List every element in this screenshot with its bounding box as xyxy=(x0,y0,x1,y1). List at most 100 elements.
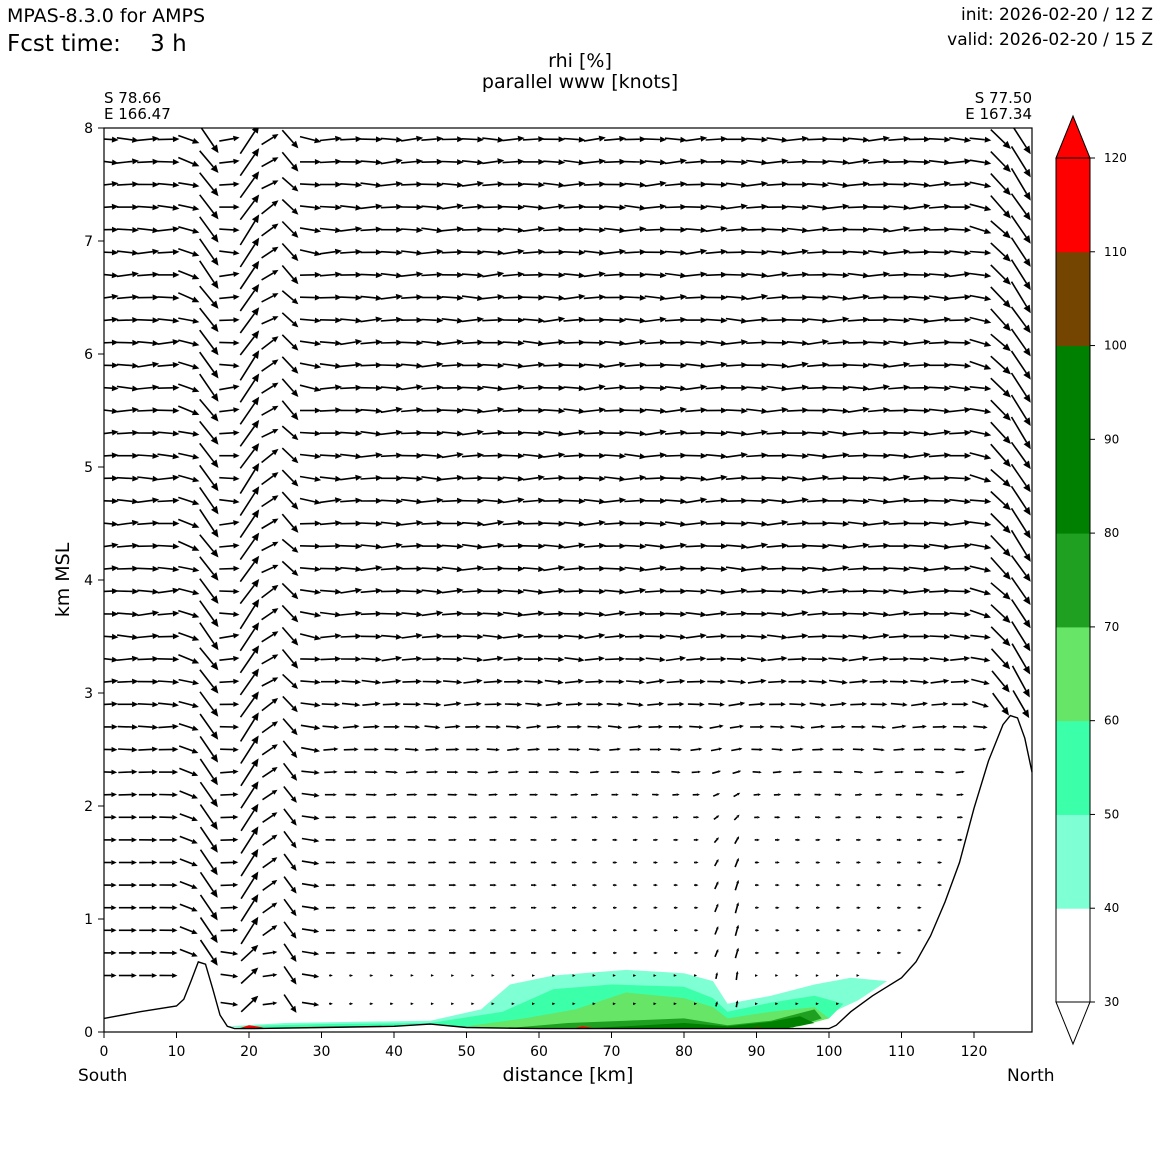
wind-vector-head xyxy=(477,475,484,482)
wind-vector xyxy=(583,183,600,186)
wind-vector-head xyxy=(172,430,180,437)
wind-vector-head xyxy=(456,339,464,346)
wind-vector xyxy=(1010,372,1028,397)
wind-vector-head xyxy=(721,543,728,550)
wind-vector xyxy=(726,590,742,594)
wind-vector-head xyxy=(883,339,890,346)
wind-vector-head xyxy=(332,951,336,955)
wind-vector xyxy=(969,386,985,390)
wind-vector xyxy=(360,408,376,412)
colorbar-extend-min xyxy=(1055,1001,1091,1046)
wind-vector-head xyxy=(578,678,584,684)
wind-vector-head xyxy=(353,929,356,932)
wind-vector xyxy=(524,680,538,683)
wind-vector-head xyxy=(111,542,119,549)
colorbar-segment xyxy=(1056,439,1090,534)
y-tick-label: 1 xyxy=(84,912,93,928)
wind-vector xyxy=(786,138,803,142)
wind-vector xyxy=(705,273,722,277)
wind-vector xyxy=(949,363,965,367)
wind-vector-head xyxy=(290,751,298,759)
wind-vector-head xyxy=(172,566,180,573)
wind-vector xyxy=(385,770,395,773)
wind-vector xyxy=(734,838,739,845)
wind-vector xyxy=(299,362,316,367)
wind-vector xyxy=(713,816,718,821)
wind-vector xyxy=(685,160,701,164)
wind-vector xyxy=(725,544,742,548)
wind-vector xyxy=(179,813,193,820)
wind-vector-head xyxy=(923,430,931,437)
wind-vector-head xyxy=(435,702,442,707)
wind-vector-head xyxy=(964,181,972,188)
wind-vector-head xyxy=(883,407,890,414)
wind-vector-head xyxy=(796,906,800,910)
wind-vector xyxy=(157,453,174,458)
wind-vector-head xyxy=(191,273,200,280)
wind-vector-head xyxy=(617,747,621,751)
wind-vector-head xyxy=(878,838,882,842)
wind-vector xyxy=(847,454,864,457)
wind-vector-head xyxy=(777,816,781,819)
wind-vector-head xyxy=(761,429,769,436)
wind-vector-head xyxy=(984,159,992,166)
wind-vector-head xyxy=(964,475,972,482)
wind-vector-head xyxy=(291,615,299,623)
wind-vector xyxy=(685,137,701,142)
wind-vector-head xyxy=(700,565,708,572)
wind-vector xyxy=(664,206,681,209)
wind-vector-head xyxy=(396,339,403,346)
wind-vector xyxy=(644,183,661,187)
wind-vector-head xyxy=(1002,525,1011,534)
wind-vector-head xyxy=(984,498,992,505)
wind-vector xyxy=(664,137,681,141)
wind-vector-head xyxy=(1023,417,1031,426)
wind-vector-head xyxy=(556,747,561,752)
wind-vector-head xyxy=(578,542,586,549)
wind-vector xyxy=(990,220,1006,234)
wind-vector xyxy=(360,318,377,323)
wind-vector-head xyxy=(817,928,821,932)
wind-vector-head xyxy=(538,204,545,211)
wind-vector-head xyxy=(477,588,484,594)
wind-vector-head xyxy=(192,635,200,641)
x-tick-label: 60 xyxy=(530,1044,548,1060)
wind-vector xyxy=(199,420,215,440)
wind-vector xyxy=(685,545,701,548)
wind-vector-head xyxy=(436,384,444,391)
wind-vector-head xyxy=(984,205,992,212)
wind-vector-head xyxy=(822,384,830,391)
wind-vector-head xyxy=(923,610,931,617)
wind-vector-head xyxy=(924,272,931,278)
wind-vector xyxy=(299,611,315,616)
wind-vector xyxy=(949,634,965,638)
rhi-fill-layer xyxy=(227,969,888,1030)
wind-vector-head xyxy=(700,611,707,618)
wind-vector xyxy=(461,431,478,436)
wind-vector-head xyxy=(272,269,279,276)
wind-vector-head xyxy=(313,973,320,979)
wind-vector-head xyxy=(720,453,728,460)
wind-vector-head xyxy=(822,226,830,233)
wind-vector-head xyxy=(842,610,850,617)
colorbar-tick-label: 100 xyxy=(1104,339,1127,353)
wind-vector xyxy=(281,604,295,618)
wind-vector-head xyxy=(658,724,663,729)
wind-vector xyxy=(299,249,316,255)
wind-vector-head xyxy=(172,520,180,527)
wind-vector xyxy=(928,159,945,164)
wind-vector-head xyxy=(740,656,747,662)
wind-vector-head xyxy=(802,158,809,165)
wind-vector xyxy=(807,453,823,457)
wind-vector-head xyxy=(334,702,341,707)
wind-vector-head xyxy=(924,384,931,391)
wind-vector xyxy=(441,341,458,345)
wind-vector xyxy=(871,725,882,728)
wind-vector-head xyxy=(741,294,748,301)
wind-vector-head xyxy=(923,182,931,188)
wind-vector-head xyxy=(675,951,679,955)
wind-vector-head xyxy=(781,565,789,572)
wind-vector xyxy=(137,160,153,164)
wind-vector xyxy=(219,657,234,661)
